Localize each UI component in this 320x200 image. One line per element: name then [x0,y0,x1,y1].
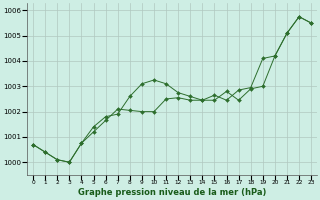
X-axis label: Graphe pression niveau de la mer (hPa): Graphe pression niveau de la mer (hPa) [78,188,266,197]
